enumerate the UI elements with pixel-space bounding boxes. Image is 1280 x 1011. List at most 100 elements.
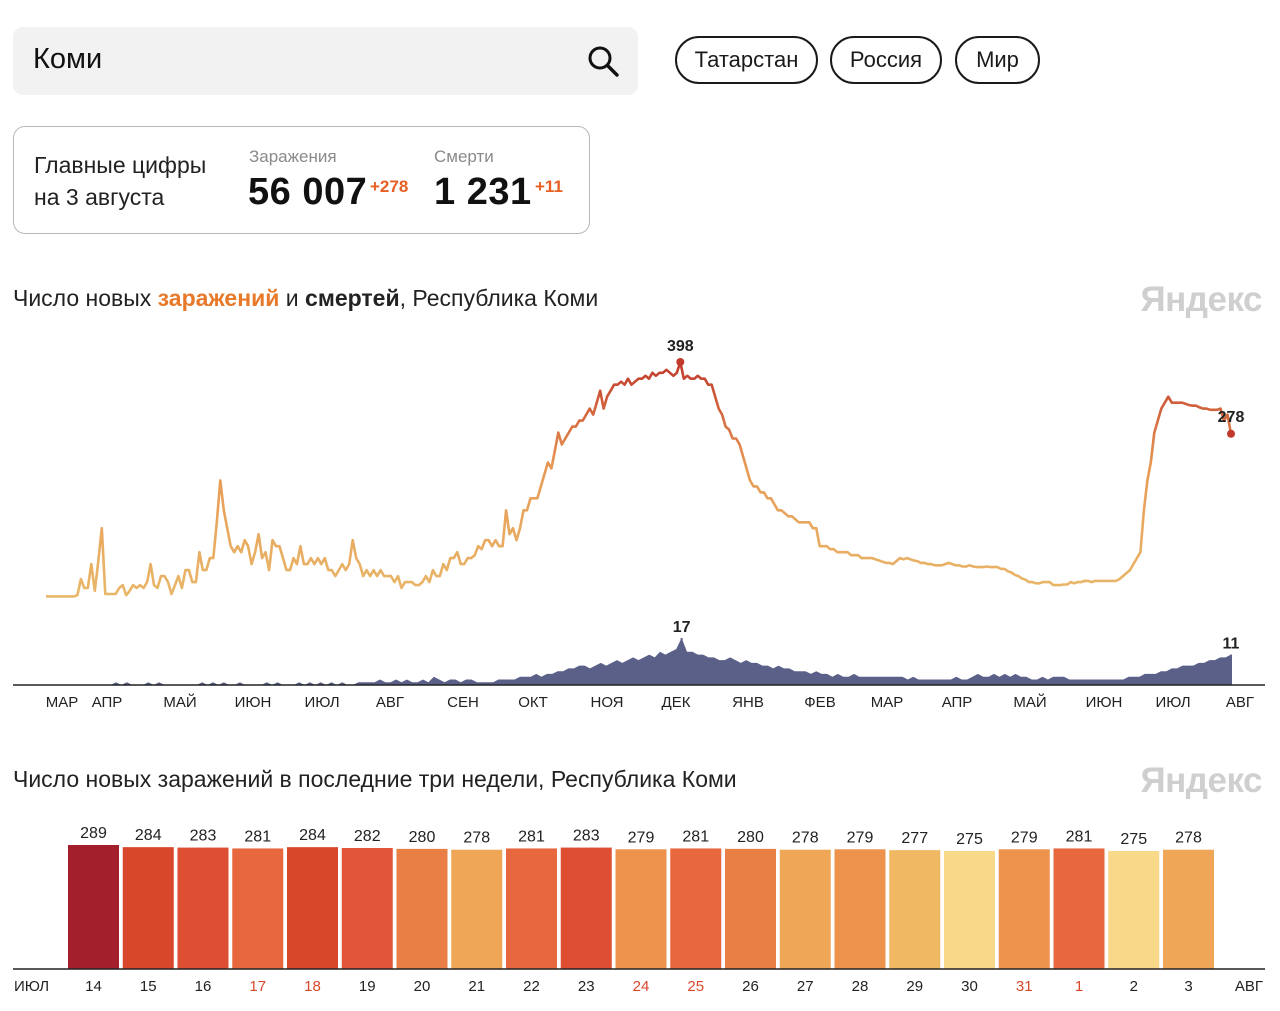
day-tick-label: 16 xyxy=(195,978,212,995)
bar-value-label: 284 xyxy=(135,827,162,844)
month-tick-label: АПР xyxy=(942,694,973,711)
bar-value-label: 278 xyxy=(463,830,490,847)
day-tick-label: 18 xyxy=(304,978,321,995)
infections-label: Заражения xyxy=(249,147,337,166)
bar xyxy=(779,849,831,969)
infections-line xyxy=(46,360,1233,598)
bar-value-label: 279 xyxy=(628,829,655,846)
bar-value-label: 281 xyxy=(1066,828,1093,845)
bar xyxy=(1053,848,1105,969)
month-tick-label: СЕН xyxy=(447,694,479,711)
bar-value-label: 281 xyxy=(682,828,709,845)
day-tick-label: 1 xyxy=(1075,978,1083,995)
month-tick-label: МАЙ xyxy=(1013,693,1046,711)
month-tick-label: АВГ xyxy=(1226,694,1254,711)
deaths-last-label: 11 xyxy=(1223,636,1240,653)
deaths-delta: +11 xyxy=(535,177,563,196)
deaths-label: Смерти xyxy=(434,147,494,166)
month-tick-label: МАЙ xyxy=(163,693,196,711)
bar xyxy=(670,848,722,969)
bar-value-label: 280 xyxy=(409,829,436,846)
bar-value-label: 283 xyxy=(190,828,217,845)
bar xyxy=(560,847,612,969)
month-tick-label: ЯНВ xyxy=(732,694,764,711)
day-tick-label: 30 xyxy=(961,978,978,995)
infections-total: 56 007 xyxy=(248,171,368,213)
chip-tatarstan[interactable]: Татарстан xyxy=(675,36,818,84)
day-tick-label: 21 xyxy=(468,978,485,995)
month-tick-label: ДЕК xyxy=(662,694,691,711)
bar-value-label: 279 xyxy=(1011,829,1038,846)
bar xyxy=(287,847,338,969)
day-tick-label: 24 xyxy=(633,978,650,995)
infections-delta: +278 xyxy=(370,177,409,196)
deaths-peak-label: 17 xyxy=(673,619,691,636)
deaths-total: 1 231 xyxy=(434,171,532,213)
search-box[interactable]: Коми xyxy=(13,27,638,95)
infections-last-label: 278 xyxy=(1218,409,1245,426)
bar-value-label: 275 xyxy=(1120,831,1147,848)
bar xyxy=(1108,851,1160,969)
month-tick-label: НОЯ xyxy=(590,694,623,711)
bar-value-label: 279 xyxy=(847,829,874,846)
day-tick-label: 27 xyxy=(797,978,814,995)
bar xyxy=(506,848,557,969)
yandex-watermark: Яндекс xyxy=(1140,280,1263,319)
bar-value-label: 275 xyxy=(956,831,983,848)
day-tick-label: 26 xyxy=(742,978,759,995)
bar xyxy=(396,848,448,969)
month-tick-label: ИЮН xyxy=(1086,694,1123,711)
month-tick-label: ИЮН xyxy=(235,694,272,711)
chip-world[interactable]: Мир xyxy=(955,36,1040,84)
month-tick-label: АВГ xyxy=(376,694,404,711)
infections-last-point xyxy=(1227,429,1235,438)
three-weeks-bar-chart: 2891428415283162811728418282192802027821… xyxy=(13,825,1265,995)
chart2-title: Число новых заражений в последние три не… xyxy=(13,766,737,792)
month-left-label: ИЮЛ xyxy=(14,978,49,995)
search-input[interactable]: Коми xyxy=(33,43,103,75)
day-tick-label: 22 xyxy=(523,978,540,995)
bar xyxy=(998,849,1050,969)
bar-value-label: 284 xyxy=(299,827,326,844)
key-figures-heading: Главные цифры на 3 августа xyxy=(34,152,207,210)
month-tick-label: ИЮЛ xyxy=(1155,694,1190,711)
day-tick-label: 20 xyxy=(414,978,431,995)
day-tick-label: 31 xyxy=(1016,978,1033,995)
bar-value-label: 282 xyxy=(354,828,381,845)
bar xyxy=(944,851,995,969)
day-tick-label: 2 xyxy=(1130,978,1138,995)
bar xyxy=(122,847,174,969)
month-tick-label: ФЕВ xyxy=(804,694,835,711)
month-tick-label: МАР xyxy=(46,694,79,711)
bar-value-label: 281 xyxy=(518,828,545,845)
bar-value-label: 281 xyxy=(244,828,271,845)
day-tick-label: 19 xyxy=(359,978,376,995)
bar xyxy=(177,847,229,969)
bar-value-label: 289 xyxy=(80,825,107,842)
day-tick-label: 14 xyxy=(85,978,102,995)
yandex-watermark-2: Яндекс xyxy=(1140,761,1263,800)
day-tick-label: 15 xyxy=(140,978,157,995)
bar xyxy=(341,848,393,969)
daily-cases-deaths-chart: 398 278 17 11 МАР АПР МАЙ ИЮН ИЮЛ АВГ СЕН ОКТ НОЯ ДЕК… xyxy=(13,338,1265,711)
month-tick-label: ОКТ xyxy=(518,694,548,711)
bar xyxy=(68,845,119,969)
bar xyxy=(725,848,776,969)
day-tick-label: 25 xyxy=(687,978,704,995)
day-tick-label: 3 xyxy=(1184,978,1192,995)
bar-value-label: 283 xyxy=(573,828,600,845)
deaths-area xyxy=(46,638,1231,685)
bar-value-label: 278 xyxy=(1175,830,1202,847)
bar xyxy=(834,849,886,969)
day-tick-label: 17 xyxy=(249,978,266,995)
chip-russia[interactable]: Россия xyxy=(830,36,942,84)
month-tick-label: МАР xyxy=(871,694,904,711)
key-figures-card: Главные цифры на 3 августа Заражения 56 … xyxy=(13,126,590,234)
bar xyxy=(451,849,503,969)
bar-value-label: 278 xyxy=(792,830,819,847)
infections-peak-label: 398 xyxy=(667,338,694,355)
chart1-title: Число новых заражений и смертей, Республ… xyxy=(13,285,599,311)
bar xyxy=(1163,849,1214,969)
bar-value-label: 280 xyxy=(737,829,764,846)
search-icon[interactable] xyxy=(586,44,620,78)
